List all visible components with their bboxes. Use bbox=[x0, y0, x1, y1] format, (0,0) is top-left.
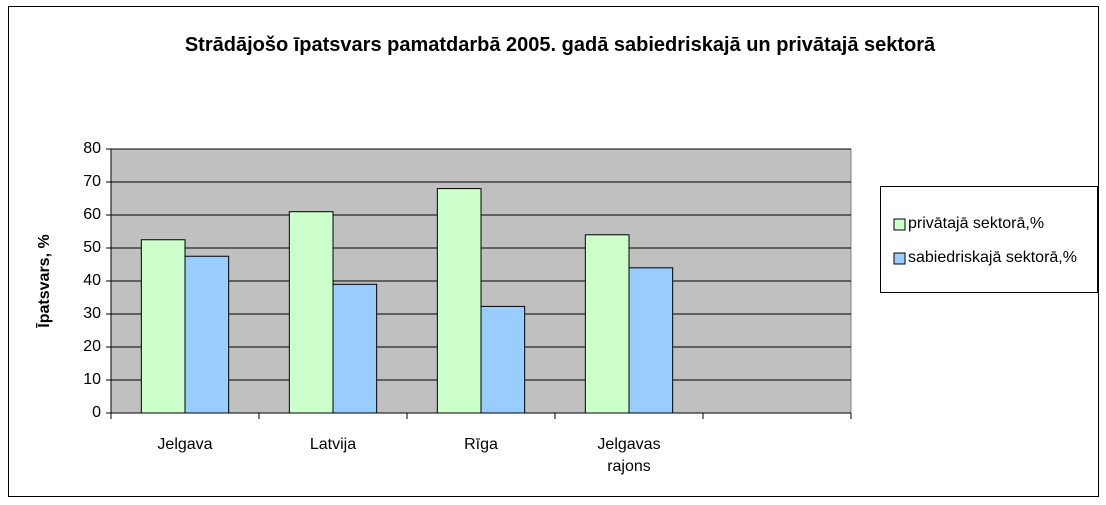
bar bbox=[140, 239, 186, 414]
y-axis-label: Īpatsvars, % bbox=[34, 234, 53, 328]
legend-label: privātajā sektorā,% bbox=[908, 215, 1045, 232]
bar bbox=[436, 188, 482, 414]
bar bbox=[184, 255, 230, 414]
x-tick-label: Jelgava bbox=[157, 436, 213, 453]
legend-swatch bbox=[893, 252, 906, 265]
bar bbox=[628, 267, 674, 414]
y-tick-label: 50 bbox=[83, 239, 101, 256]
bar bbox=[332, 283, 378, 414]
y-tick-label: 80 bbox=[83, 140, 101, 157]
x-tick-label: Jelgavas rajons bbox=[597, 436, 661, 475]
legend-swatch bbox=[893, 218, 906, 231]
bar bbox=[480, 305, 526, 414]
legend-box bbox=[880, 186, 1098, 293]
y-tick-label: 60 bbox=[83, 206, 101, 223]
legend-label: sabiedriskajā sektorā,% bbox=[908, 249, 1077, 266]
chart-title: Strādājošo īpatsvars pamatdarbā 2005. ga… bbox=[184, 34, 936, 56]
bar bbox=[584, 234, 630, 414]
bar bbox=[288, 211, 334, 414]
y-tick-label: 10 bbox=[83, 371, 101, 388]
x-tick-label: Rīga bbox=[464, 436, 498, 453]
y-tick-label: 40 bbox=[83, 272, 101, 289]
y-tick-label: 0 bbox=[92, 404, 101, 421]
y-tick-label: 20 bbox=[83, 338, 101, 355]
x-tick-label: Latvija bbox=[309, 436, 357, 453]
y-tick-label: 30 bbox=[83, 305, 101, 322]
y-tick-label: 70 bbox=[83, 173, 101, 190]
